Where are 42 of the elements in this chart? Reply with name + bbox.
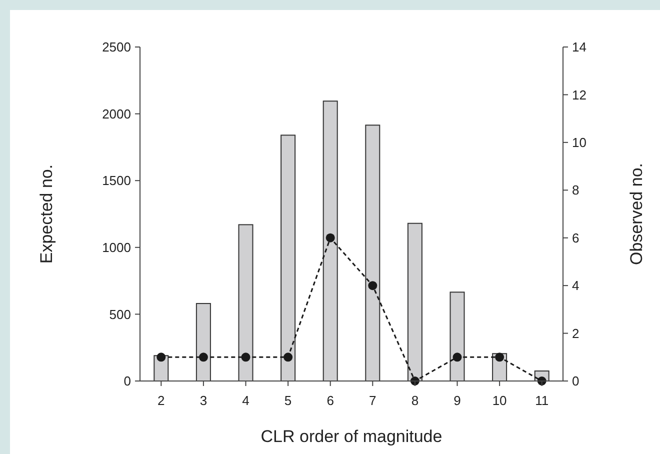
y2-tick-label: 10 bbox=[572, 134, 586, 150]
y2-tick-label: 4 bbox=[572, 278, 580, 294]
point bbox=[284, 352, 293, 362]
point bbox=[326, 233, 335, 242]
y-tick-label: 1500 bbox=[102, 173, 131, 188]
bar bbox=[196, 303, 211, 382]
point bbox=[241, 352, 250, 362]
point bbox=[198, 352, 208, 362]
bar bbox=[238, 224, 254, 382]
x-tick-label: 11 bbox=[535, 393, 549, 408]
y-tick-label: 500 bbox=[109, 306, 131, 322]
bar bbox=[322, 100, 338, 382]
x-tick-label: 2 bbox=[158, 393, 165, 408]
x-tick-label: 3 bbox=[200, 393, 208, 408]
bar bbox=[280, 134, 296, 382]
bar bbox=[407, 222, 422, 382]
point bbox=[452, 352, 462, 362]
point bbox=[495, 352, 504, 362]
x-tick-label: 5 bbox=[284, 393, 292, 408]
x-tick-label: 7 bbox=[369, 393, 376, 408]
y2-tick-label: 2 bbox=[572, 326, 580, 341]
x-tick-label: 4 bbox=[242, 393, 250, 408]
x-tick-label: 8 bbox=[411, 393, 419, 408]
y-tick-label: 2500 bbox=[102, 40, 131, 55]
y-tick-label: 2000 bbox=[102, 106, 131, 122]
x-tick-label: 9 bbox=[454, 393, 461, 408]
bar bbox=[450, 292, 465, 382]
point bbox=[156, 352, 166, 362]
x-tick-label: 10 bbox=[492, 393, 507, 408]
x-tick-label: 6 bbox=[326, 393, 334, 408]
y2-tick-label: 8 bbox=[572, 182, 580, 198]
y2-tick-label: 0 bbox=[572, 374, 580, 389]
y2-tick-label: 6 bbox=[572, 230, 580, 246]
x-axis-title: CLR order of magnitude bbox=[260, 427, 442, 446]
y-axis-title: Expected no. bbox=[37, 164, 56, 264]
y2-tick-label: 12 bbox=[572, 87, 586, 102]
point bbox=[368, 281, 378, 290]
bar bbox=[365, 124, 380, 382]
y2-tick-label: 14 bbox=[572, 40, 586, 55]
y-tick-label: 1000 bbox=[102, 240, 131, 255]
y2-axis-title: Observed no. bbox=[627, 162, 646, 266]
y-tick-label: 0 bbox=[124, 374, 131, 389]
